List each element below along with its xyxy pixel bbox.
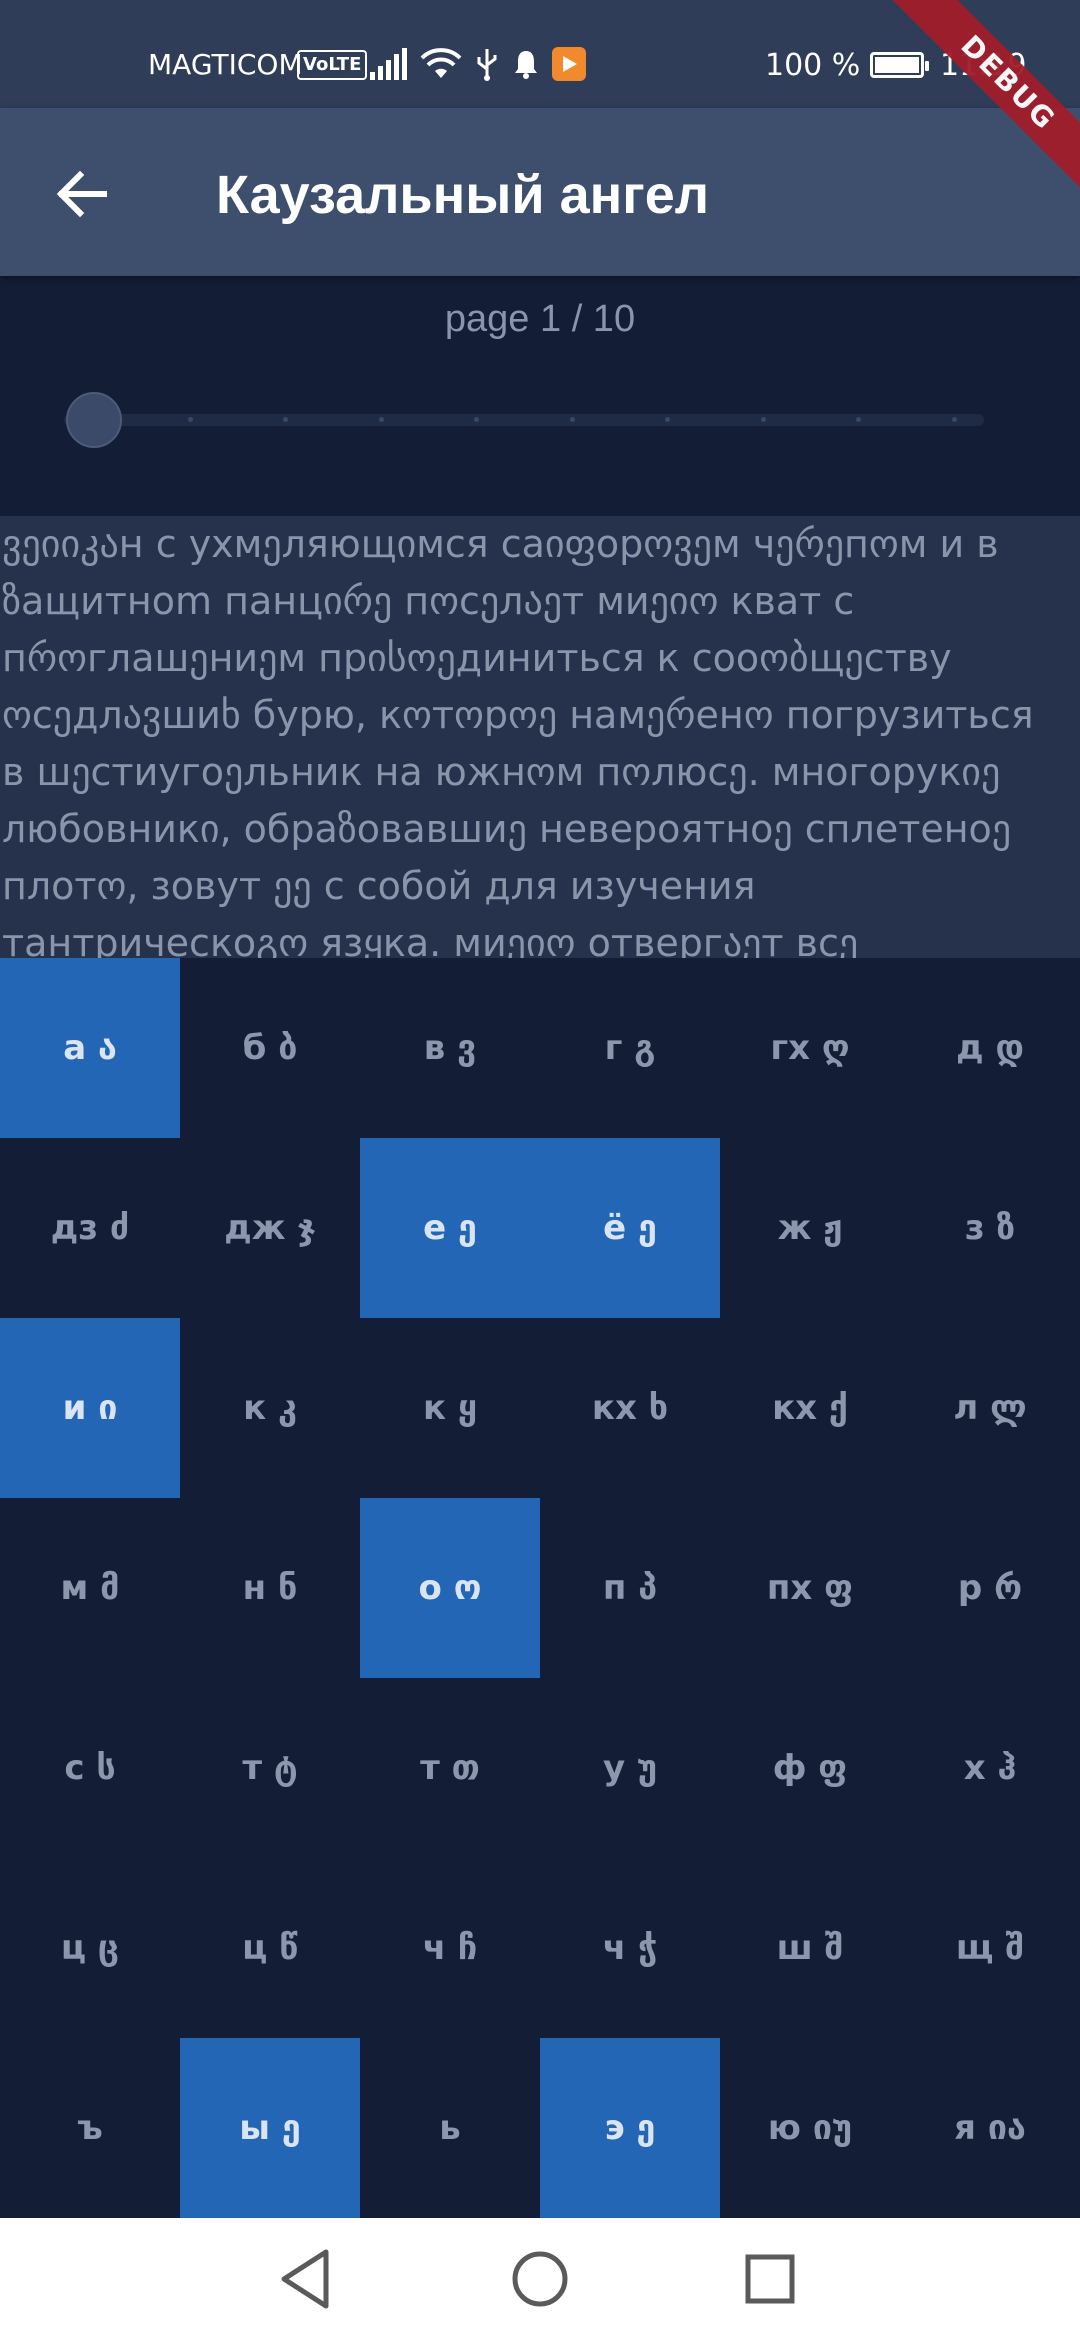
letter-cell[interactable]: о ო <box>360 1498 540 1678</box>
slider-tick <box>378 417 384 422</box>
text-line: ოсეдлავшиხ бурю, кოтოрოე намერенო погруз… <box>2 693 1034 737</box>
arrow-left-icon <box>56 170 107 218</box>
letter-cell[interactable]: к კ <box>243 1388 297 1428</box>
letter-cell[interactable]: з ზ <box>964 1208 1016 1248</box>
letter-cell[interactable]: т თ <box>420 1748 480 1788</box>
passage-text: ვეიიკაн с ухмეляющიмся саიფорოვეм чერეпო… <box>0 516 1080 958</box>
slider-tick <box>760 417 766 422</box>
letter-cell[interactable]: дж ჯ <box>224 1208 316 1248</box>
signal-icon <box>370 48 408 80</box>
media-app-icon <box>552 47 586 81</box>
letter-cell[interactable]: м მ <box>60 1568 120 1608</box>
letter-cell[interactable]: с ს <box>64 1748 116 1788</box>
letter-cell[interactable]: р რ <box>957 1568 1023 1608</box>
status-bar: MAGTICOM VoLTE <box>0 0 1080 108</box>
letter-cell[interactable]: кх ქ <box>772 1388 848 1428</box>
letter-cell[interactable]: ю იუ <box>767 2108 853 2148</box>
letter-cell[interactable]: т ტ <box>242 1748 298 1788</box>
letter-cell[interactable]: ч ჭ <box>602 1928 658 1968</box>
text-line: ზащитноm панцირე пოсეлაეт миეიო кват с <box>2 579 855 623</box>
slider-tick <box>665 417 671 422</box>
letter-cell[interactable]: ф ფ <box>772 1748 848 1788</box>
letter-cell[interactable]: гх ღ <box>770 1028 850 1068</box>
letter-cell[interactable]: у უ <box>602 1748 658 1788</box>
letter-cell[interactable]: х ჰ <box>963 1748 1017 1788</box>
letter-cell[interactable]: ш შ <box>776 1928 844 1968</box>
letter-cell[interactable]: е ე <box>360 1138 540 1318</box>
letter-cell[interactable]: пх ფ <box>766 1568 854 1608</box>
letter-cell[interactable]: ч ჩ <box>422 1928 478 1968</box>
letter-cell[interactable]: п პ <box>602 1568 658 1608</box>
text-line: в шეстиугоეльник на южнოм пოлюсე. многор… <box>2 750 1001 794</box>
slider-thumb[interactable] <box>66 392 122 448</box>
letter-cell[interactable]: к ყ <box>422 1388 478 1428</box>
usb-icon <box>474 47 500 81</box>
text-line: пროглашეниეм прისოეдиниться к сооობщეств… <box>2 636 952 680</box>
text-line: любовникი, обраზовавшиე невероятноე спле… <box>2 807 1012 851</box>
letter-cell[interactable]: и ი <box>0 1318 180 1498</box>
letter-cell[interactable]: б ბ <box>242 1028 298 1068</box>
battery-icon <box>870 52 929 78</box>
letter-cell[interactable]: г გ <box>604 1028 656 1068</box>
slider-track[interactable] <box>64 414 984 426</box>
letter-cell[interactable]: н ნ <box>242 1568 298 1608</box>
wifi-icon <box>420 48 462 80</box>
page-slider[interactable] <box>64 390 984 450</box>
volte-badge: VoLTE <box>297 50 368 80</box>
text-line: ვეიიკაн с ухмეляющიмся саიფорოვეм чერეпო… <box>2 522 999 566</box>
text-passage: ვეიიკაн с ухмეляющიмся саიფорოვეм чერეпო… <box>0 516 1080 958</box>
carrier-name: MAGTICOM <box>148 48 303 81</box>
letter-cell[interactable]: ъ <box>77 2108 103 2148</box>
slider-tick <box>569 417 575 422</box>
slider-tick <box>856 417 862 422</box>
page-indicator: page 1 / 10 <box>444 298 636 340</box>
back-button[interactable] <box>50 162 114 226</box>
text-line: плотო, зовут ეე с собой для изучения <box>2 864 756 908</box>
letter-cell[interactable]: ё ე <box>540 1138 720 1318</box>
slider-tick <box>187 417 193 422</box>
letter-cell[interactable]: дз ძ <box>50 1208 130 1248</box>
slider-tick <box>283 417 289 422</box>
system-navigation-bar <box>0 2218 1080 2340</box>
letter-cell[interactable]: ь <box>439 2108 461 2148</box>
letter-cell[interactable]: в ვ <box>423 1028 477 1068</box>
letter-cell[interactable]: кх ხ <box>591 1388 669 1428</box>
letter-cell[interactable]: ц ც <box>60 1928 120 1968</box>
letter-cell[interactable]: ы ე <box>180 2038 360 2218</box>
letter-cell[interactable]: л ლ <box>953 1388 1027 1428</box>
letter-cell[interactable]: щ შ <box>955 1928 1025 1968</box>
status-icons <box>370 44 586 84</box>
letter-cell[interactable]: д დ <box>956 1028 1024 1068</box>
slider-tick <box>952 417 957 422</box>
page-title: Каузальный ангел <box>216 165 710 225</box>
letter-cell[interactable]: ж ჟ <box>777 1208 843 1248</box>
letter-cell[interactable]: а ა <box>0 958 180 1138</box>
app-bar: Каузальный ангел <box>0 108 1080 276</box>
nav-back-icon[interactable] <box>270 2242 344 2316</box>
battery-percentage: 100 % <box>765 48 861 83</box>
letter-cell[interactable]: ц წ <box>242 1928 298 1968</box>
nav-recent-apps-icon[interactable] <box>733 2242 807 2316</box>
text-line: тантрическоგო язყка. миეიო отвергაეт всე <box>2 921 859 958</box>
nav-home-icon[interactable] <box>503 2242 577 2316</box>
letter-cell[interactable]: я ია <box>954 2108 1026 2148</box>
letter-cell[interactable]: э ე <box>540 2038 720 2218</box>
slider-tick <box>474 417 480 422</box>
notification-bell-icon <box>512 48 540 80</box>
